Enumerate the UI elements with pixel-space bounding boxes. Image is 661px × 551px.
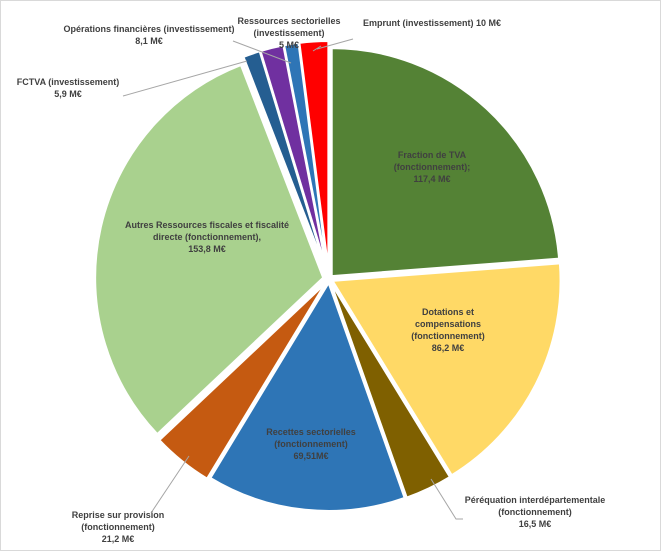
pie-slice [329,282,452,499]
leader-line [316,38,354,50]
leader-line [430,478,463,520]
label-autres-ressources: Autres Ressources fiscales et fiscalité … [120,219,295,255]
pie-slice [94,63,325,436]
label-value: 117,4 M€ [413,174,451,184]
label-text: Recettes sectorielles (fonctionnement) [266,427,356,449]
label-emprunt: Emprunt (investissement) 10 M€ [363,17,501,29]
label-text: FCTVA (investissement) [16,77,120,87]
label-fraction-tva: Fraction de TVA (fonctionnement); 117,4 … [377,149,487,185]
label-text: Autres Ressources fiscales et fiscalité … [124,220,290,242]
label-text: Fraction de TVA (fonctionnement); [393,150,471,172]
label-recettes-sectorielles: Recettes sectorielles (fonctionnement) 6… [261,426,361,462]
label-value: 16,5 M€ [518,519,552,529]
label-text: Opérations financières (investissement) [63,24,235,34]
label-value: 8,1 M€ [135,36,163,46]
label-text: Dotations et compensations (fonctionneme… [411,307,485,341]
label-ressources-sectorielles-inv: Ressources sectorielles (investissement)… [237,15,342,51]
label-text: Ressources sectorielles (investissement) [237,16,341,38]
leader-line [150,455,190,514]
label-text: Emprunt (investissement) 10 M€ [362,18,502,28]
pie-slice [298,40,330,270]
label-value: 69,51M€ [293,451,329,461]
label-perequation: Péréquation interdépartementale (fonctio… [460,494,610,530]
leader-line [232,40,292,64]
label-reprise-provision: Reprise sur provision (fonctionnement) 2… [68,509,168,545]
leader-line [122,60,248,97]
label-value: 21,2 M€ [101,534,135,544]
label-value: 86,2 M€ [431,343,465,353]
label-operations-financieres: Opérations financières (investissement) … [63,23,234,47]
pie-slice [209,280,406,512]
pie-slice [157,282,327,481]
label-text: Reprise sur provision (fonctionnement) [71,510,165,532]
label-value: 5 M€ [278,40,299,50]
pie-slice [330,47,561,278]
label-text: Péréquation interdépartementale (fonctio… [464,495,606,517]
label-dotations: Dotations et compensations (fonctionneme… [398,306,498,354]
label-fctva: FCTVA (investissement) 5,9 M€ [17,76,120,100]
pie-slice [330,262,562,477]
label-value: 5,9 M€ [54,89,82,99]
label-value: 153,8 M€ [188,244,226,254]
